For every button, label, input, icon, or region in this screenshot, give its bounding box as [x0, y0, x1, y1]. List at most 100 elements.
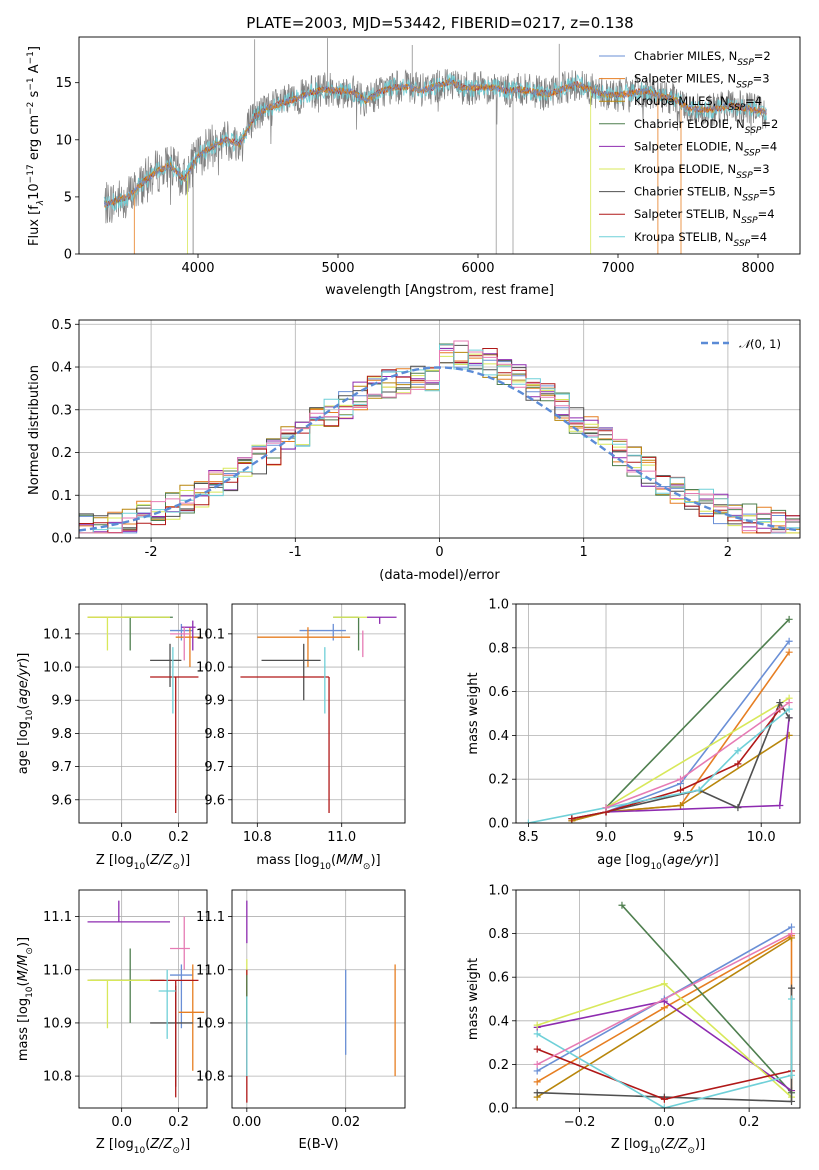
x-tick-label: 5000	[321, 261, 354, 276]
y-tick-label: 10.0	[43, 661, 72, 676]
mass_vs_Z-frame	[78, 889, 208, 1109]
weight-line	[571, 734, 790, 822]
weight-marker	[734, 804, 742, 812]
x-axis-label: E(B-V)	[298, 1137, 338, 1152]
weight-line	[571, 708, 781, 820]
histogram-step	[79, 340, 800, 538]
weight-marker	[776, 699, 784, 707]
weight-marker	[524, 819, 532, 823]
y-tick-label: 11.1	[196, 910, 225, 925]
age_vs_mass-axes: 10.8 11.0 9.6 9.7 9.8 9.9 10.0 10.1	[196, 604, 405, 845]
weight-marker	[785, 648, 793, 656]
legend-label: Salpeter STELIB, NSSP=4	[634, 207, 775, 226]
weight-marker	[618, 901, 626, 909]
y-tick-label: 10.1	[43, 627, 72, 642]
x-tick-label: 10.8	[243, 830, 272, 845]
weight-marker	[533, 1078, 541, 1086]
y-tick-label: 0.1	[51, 489, 72, 504]
age_vs_mass-frame	[231, 603, 406, 824]
y-tick-label: 11.1	[43, 910, 72, 925]
weight-marker	[533, 1021, 541, 1029]
x-tick-label: 11.0	[327, 830, 356, 845]
weight-marker	[776, 801, 784, 809]
weight-marker	[602, 804, 610, 812]
model-spectrum-line	[103, 77, 767, 207]
y-tick-label: 9.7	[51, 760, 72, 775]
weight-marker	[788, 1071, 796, 1079]
y-axis-label: mass weight	[466, 672, 481, 754]
weight-marker	[533, 1030, 541, 1038]
y-tick-label: 0.8	[488, 927, 509, 942]
x-tick-label: 9.0	[596, 830, 617, 845]
y-axis-label: mass [log10(M/M⊙)]	[16, 937, 35, 1061]
y-tick-label: 10.1	[196, 627, 225, 642]
y-tick-label: 0.6	[488, 971, 509, 986]
weight-marker	[788, 984, 796, 992]
y-tick-label: 0.4	[488, 1014, 509, 1029]
y-tick-label: 1.0	[488, 598, 509, 613]
weight-marker	[660, 1104, 668, 1108]
mass_vs_ebv-frame	[231, 889, 406, 1109]
weight-marker	[677, 786, 685, 794]
weight-marker	[785, 714, 793, 722]
mass_weight_vs_Z-series	[533, 901, 796, 1108]
weight-line	[621, 904, 793, 1094]
mass_weight_vs_age-series	[524, 615, 793, 823]
y-axis-label: Normed distribution	[27, 365, 42, 495]
weight-marker	[660, 1004, 668, 1012]
x-tick-label: 0.2	[739, 1115, 760, 1130]
weight-marker	[677, 775, 685, 783]
figure-title: PLATE=2003, MJD=53442, FIBERID=0217, z=0…	[246, 14, 633, 32]
age_vs_Z-points	[87, 616, 202, 814]
x-axis-label: Z [log10(Z/Z⊙)]	[611, 1137, 705, 1156]
residuals-frame	[78, 319, 801, 539]
x-tick-label: 7000	[601, 261, 634, 276]
residuals-axes: -2 -1 0 1 2 0.0 0.1 0.2 0.3 0.4 0.5	[51, 318, 800, 560]
weight-marker	[533, 1089, 541, 1097]
mass_weight_vs_Z-frame	[515, 889, 801, 1109]
y-axis-label: age [log10(age/yr)]	[16, 653, 35, 775]
y-tick-label: 0.0	[51, 532, 72, 547]
legend-label: Salpeter MILES, NSSP=3	[634, 72, 770, 91]
y-tick-label: 0.5	[51, 318, 72, 333]
weight-marker	[788, 923, 796, 931]
x-tick-label: 0.00	[232, 1115, 261, 1130]
y-tick-label: 10.8	[43, 1070, 72, 1085]
weight-marker	[533, 1067, 541, 1075]
weight-marker	[788, 995, 796, 1003]
y-tick-label: 0.6	[488, 685, 509, 700]
x-axis-label: wavelength [Angstrom, rest frame]	[325, 283, 554, 298]
residuals-legend: 𝒩(0, 1)	[701, 337, 781, 351]
y-tick-label: 9.8	[204, 727, 225, 742]
legend-label: Salpeter ELODIE, NSSP=4	[634, 139, 777, 158]
weight-marker	[788, 1097, 796, 1105]
y-tick-label: 0	[64, 248, 72, 263]
histograms	[79, 340, 800, 538]
weight-marker	[785, 705, 793, 713]
mass_vs_ebv-points	[246, 900, 396, 1103]
x-tick-label: 0.2	[168, 830, 189, 845]
mass_vs_Z-axes: 0.0 0.2 10.8 10.9 11.0 11.1	[43, 890, 207, 1130]
y-tick-label: 10.0	[196, 661, 225, 676]
age_vs_Z-axes: 0.0 0.2 9.6 9.7 9.8 9.9 10.0 10.1	[43, 604, 207, 845]
x-axis-label: Z [log10(Z/Z⊙)]	[96, 853, 190, 872]
mass_weight_vs_age-frame	[515, 603, 801, 824]
y-tick-label: 0.0	[488, 1102, 509, 1117]
x-tick-label: 9.5	[673, 830, 694, 845]
x-tick-label: 2	[724, 545, 732, 560]
y-tick-label: 1.0	[488, 884, 509, 899]
mass_vs_Z-points	[87, 900, 205, 1098]
x-axis-label: Z [log10(Z/Z⊙)]	[96, 1137, 190, 1156]
x-tick-label: 1	[580, 545, 588, 560]
weight-marker	[695, 786, 703, 794]
weight-marker	[677, 801, 685, 809]
age_vs_Z-frame	[78, 603, 208, 824]
weight-line	[536, 932, 792, 1066]
weight-line	[536, 999, 793, 1108]
spectrum-lines	[103, 38, 767, 254]
y-tick-label: 9.9	[51, 694, 72, 709]
x-tick-label: 8000	[741, 261, 774, 276]
legend-label: Chabrier ELODIE, NSSP=2	[634, 117, 778, 136]
